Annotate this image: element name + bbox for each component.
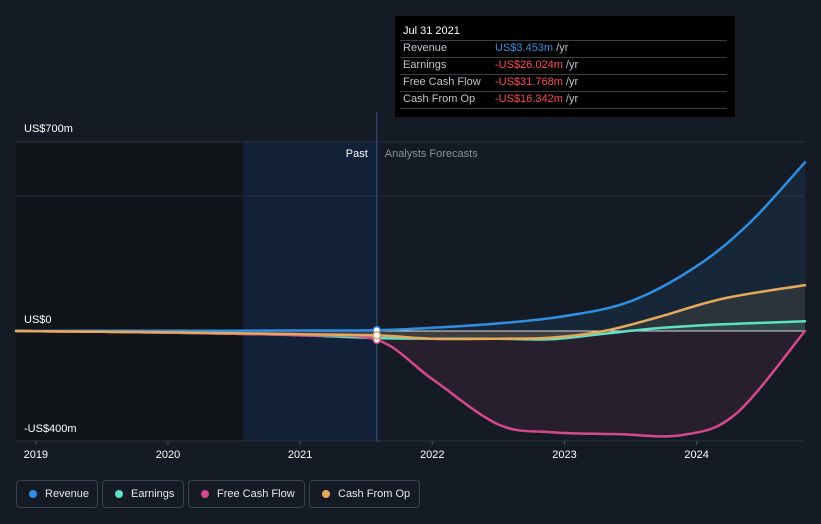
- tooltip-label: Revenue: [403, 42, 448, 54]
- earnings-dot-icon: [115, 490, 123, 498]
- tooltip-divider: [400, 40, 727, 41]
- tooltip-divider: [400, 74, 727, 75]
- cash-from-op-line: [14, 283, 807, 341]
- cash-from-op-dot-icon: [322, 490, 330, 498]
- tooltip-value: US$3.453m /yr: [495, 42, 569, 54]
- y-axis-top-label: US$700m: [24, 123, 73, 135]
- revenue-dot-icon: [29, 490, 37, 498]
- legend-revenue-button[interactable]: Revenue: [16, 480, 98, 508]
- legend-free-cash-flow-button[interactable]: Free Cash Flow: [188, 480, 305, 508]
- tooltip-date: Jul 31 2021: [403, 25, 460, 37]
- tooltip-value: -US$31.768m /yr: [495, 76, 579, 88]
- y-axis-zero-label: US$0: [24, 314, 52, 326]
- tooltip-row-earnings: Earnings -US$26.024m /yr: [395, 57, 735, 74]
- x-tick-label: 2021: [288, 449, 312, 461]
- tooltip-label: Free Cash Flow: [403, 76, 481, 88]
- x-tick-label: 2020: [156, 449, 180, 461]
- tooltip-divider: [400, 57, 727, 58]
- tooltip-row-cash-from-op: Cash From Op -US$16.342m /yr: [395, 91, 735, 108]
- history-shade: [16, 142, 244, 441]
- x-tick-label: 2024: [684, 449, 708, 461]
- legend-label: Cash From Op: [338, 488, 411, 500]
- earnings-area: [16, 321, 805, 340]
- legend-label: Earnings: [131, 488, 175, 500]
- legend-earnings-button[interactable]: Earnings: [102, 480, 184, 508]
- past-label: Past: [346, 148, 368, 160]
- legend-label: Revenue: [45, 488, 90, 500]
- x-tick-label: 2019: [24, 449, 48, 461]
- legend-label: Free Cash Flow: [217, 488, 295, 500]
- tooltip-label: Earnings: [403, 59, 447, 71]
- tooltip-label: Cash From Op: [403, 93, 476, 105]
- series-lines: [14, 161, 807, 438]
- series-markers: [372, 325, 382, 345]
- tooltip-row-revenue: Revenue US$3.453m /yr: [395, 40, 735, 57]
- free-cash-flow-dot-icon: [201, 490, 209, 498]
- free-cash-flow-area: [16, 331, 805, 437]
- tooltip-divider: [400, 91, 727, 92]
- tooltip-value: -US$26.024m /yr: [495, 59, 579, 71]
- legend-cash-from-op-button[interactable]: Cash From Op: [309, 480, 420, 508]
- tooltip-value: -US$16.342m /yr: [495, 93, 579, 105]
- data-tooltip: Jul 31 2021 Revenue US$3.453m /yr Earnin…: [395, 16, 735, 117]
- tooltip-row-free-cash-flow: Free Cash Flow -US$31.768m /yr: [395, 74, 735, 91]
- y-axis-bottom-label: -US$400m: [24, 423, 77, 435]
- x-tick-label: 2022: [420, 449, 444, 461]
- past-region-highlight: [243, 142, 377, 441]
- x-axis-ticks: 2019 2020 2021 2022 2023 2024: [24, 441, 709, 461]
- series-areas: [16, 162, 805, 437]
- tooltip-divider: [400, 108, 727, 109]
- revenue-area: [16, 162, 805, 331]
- revenue-line: [14, 161, 807, 333]
- cash-from-op-marker: [372, 331, 382, 340]
- x-tick-label: 2023: [552, 449, 576, 461]
- forecast-label: Analysts Forecasts: [385, 148, 478, 160]
